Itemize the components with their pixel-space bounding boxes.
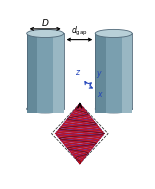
- Ellipse shape: [95, 29, 132, 38]
- FancyBboxPatch shape: [95, 33, 132, 113]
- Ellipse shape: [27, 29, 64, 38]
- Ellipse shape: [95, 105, 132, 113]
- Polygon shape: [95, 33, 106, 113]
- Polygon shape: [27, 33, 37, 113]
- Text: $D$: $D$: [41, 17, 49, 28]
- Text: $y$: $y$: [96, 69, 102, 80]
- Polygon shape: [122, 33, 132, 113]
- Ellipse shape: [27, 105, 64, 113]
- Polygon shape: [53, 33, 64, 113]
- Text: $d_{\mathrm{gap}}$: $d_{\mathrm{gap}}$: [71, 25, 88, 38]
- FancyBboxPatch shape: [27, 33, 64, 113]
- Text: $z$: $z$: [75, 68, 81, 77]
- Text: $x$: $x$: [97, 91, 104, 99]
